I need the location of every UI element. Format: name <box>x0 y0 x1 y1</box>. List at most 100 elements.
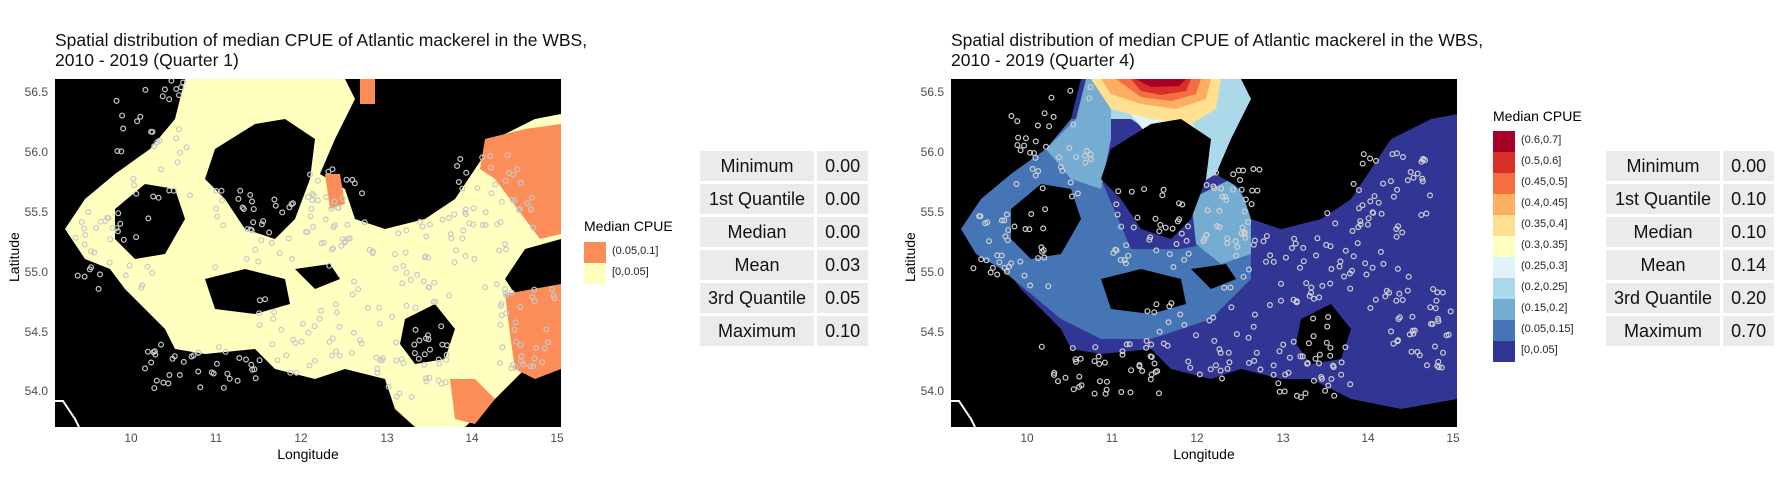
coast-south <box>951 379 1211 427</box>
sample-point <box>142 86 149 93</box>
stat-label: 1st Quantile <box>1606 184 1724 214</box>
stat-value: 0.03 <box>817 250 869 280</box>
sample-point <box>1147 353 1154 360</box>
sample-point <box>1054 378 1061 385</box>
sample-point <box>987 269 994 276</box>
sample-point <box>240 205 247 212</box>
map-plot-area <box>951 79 1457 427</box>
sample-point <box>509 361 516 368</box>
sample-point <box>399 280 406 287</box>
y-tick-label: 55.0 <box>24 265 48 279</box>
sample-point <box>1091 358 1098 365</box>
sample-point <box>493 281 500 288</box>
sample-point <box>1014 118 1021 125</box>
sample-point <box>1115 188 1122 195</box>
sample-point <box>243 255 250 262</box>
sample-point <box>446 215 453 222</box>
sample-point <box>214 213 221 220</box>
x-tick-label: 13 <box>1276 431 1290 445</box>
sample-point <box>425 284 432 291</box>
sample-point <box>402 249 409 256</box>
sample-point <box>1118 389 1125 396</box>
sample-points <box>970 84 1454 401</box>
sample-point <box>269 341 276 348</box>
sample-point <box>1357 218 1364 225</box>
sample-point <box>1143 344 1150 351</box>
sample-point <box>1369 209 1376 216</box>
title-line-2: 2010 - 2019 (Quarter 4) <box>951 50 1135 70</box>
sample-point <box>1228 304 1235 311</box>
sample-point <box>482 284 489 291</box>
sample-point <box>1419 175 1426 182</box>
sample-point <box>1102 390 1109 397</box>
sample-point <box>358 340 365 347</box>
sample-point <box>188 353 195 360</box>
legend-swatch <box>1493 320 1515 341</box>
sample-point <box>1141 186 1148 193</box>
sample-point <box>180 79 187 86</box>
title-line-1: Spatial distribution of median CPUE of A… <box>55 30 588 50</box>
sample-point <box>149 269 156 276</box>
sample-point <box>170 187 177 194</box>
sample-point <box>1156 328 1163 335</box>
sample-point <box>1310 377 1317 384</box>
map-title: Spatial distribution of median CPUE of A… <box>951 30 1483 70</box>
sample-point <box>1101 359 1108 366</box>
sample-point <box>361 219 368 226</box>
sample-point <box>1300 258 1307 265</box>
sample-point <box>421 254 428 261</box>
sample-point <box>1128 367 1135 374</box>
sample-point <box>329 352 336 359</box>
sample-point <box>1404 177 1411 184</box>
map-plot-area <box>55 79 561 427</box>
sample-point <box>332 301 339 308</box>
sample-point <box>517 304 524 311</box>
sample-point <box>482 221 489 228</box>
sample-point <box>1230 171 1237 178</box>
sample-point <box>1217 349 1224 356</box>
sample-point <box>504 152 511 159</box>
sample-point <box>1305 340 1312 347</box>
sample-point <box>498 312 505 319</box>
sample-point <box>133 234 140 241</box>
sample-point <box>423 233 430 240</box>
sample-point <box>1347 285 1354 292</box>
sample-point <box>1338 371 1345 378</box>
sample-point <box>1282 254 1289 261</box>
sample-point <box>81 273 88 280</box>
sample-point <box>1310 295 1317 302</box>
sample-point <box>268 239 275 246</box>
sample-point <box>1293 392 1300 399</box>
sample-point <box>1046 123 1053 130</box>
sample-point <box>528 194 535 201</box>
sample-point <box>528 206 535 213</box>
sample-point <box>1270 258 1277 265</box>
sample-point <box>306 362 313 369</box>
sample-point <box>1068 193 1075 200</box>
sample-point <box>1185 223 1192 230</box>
sample-point <box>91 249 98 256</box>
sample-point <box>446 292 453 299</box>
sample-point <box>1066 145 1073 152</box>
sample-point <box>462 206 469 213</box>
sample-point <box>278 326 285 333</box>
sample-point <box>479 154 486 161</box>
sample-point <box>131 182 138 189</box>
sample-point <box>1316 360 1323 367</box>
sample-point <box>1380 180 1387 187</box>
sample-point <box>1013 180 1020 187</box>
sample-point <box>393 339 400 346</box>
sample-point <box>376 304 383 311</box>
sample-point <box>1250 165 1257 172</box>
sample-point <box>1086 95 1093 102</box>
sample-point <box>1070 121 1077 128</box>
sample-point <box>1357 221 1364 228</box>
legend-swatch <box>1493 152 1515 173</box>
sample-point <box>1310 315 1317 322</box>
sample-point <box>1125 252 1132 259</box>
y-tick-label: 54.5 <box>920 325 944 339</box>
sample-point <box>474 185 481 192</box>
sample-point <box>1290 338 1297 345</box>
sample-point <box>1302 390 1309 397</box>
sample-point <box>414 271 421 278</box>
